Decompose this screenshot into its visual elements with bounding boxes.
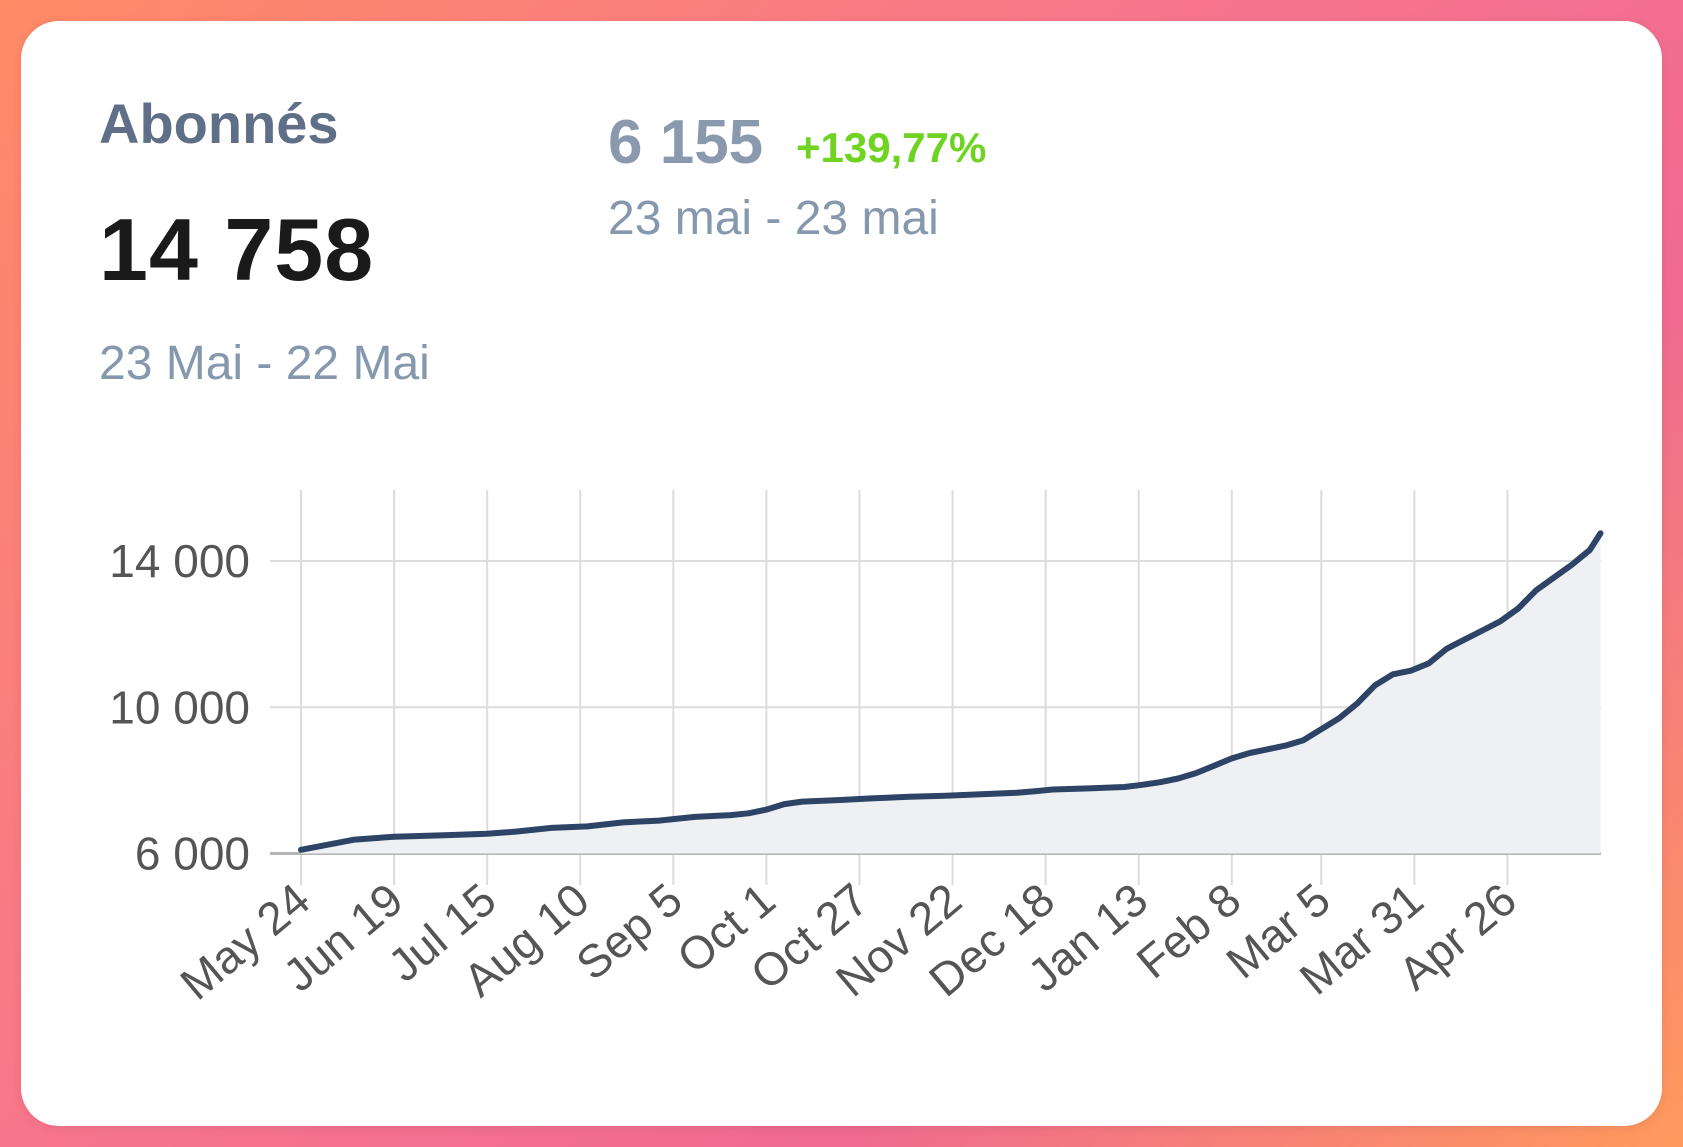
total-subscribers: 14 758 — [99, 200, 375, 299]
y-tick-label: 6 000 — [135, 828, 250, 880]
y-tick-label: 14 000 — [109, 535, 250, 587]
card-title: Abonnés — [99, 92, 339, 155]
line-layer — [298, 530, 1604, 853]
delta-percentage: +139,77% — [796, 124, 987, 171]
series-line — [298, 530, 1604, 853]
x-tick-label: Feb 8 — [1127, 873, 1251, 988]
y-axis-ticks: 6 000 10 000 14 000 — [109, 535, 250, 880]
y-tick-label: 10 000 — [109, 681, 250, 733]
subscriber-delta: 6 155 — [608, 108, 764, 177]
area-layer — [301, 533, 1601, 854]
x-tick-label: Sep 5 — [566, 873, 692, 990]
subscribers-card: Abonnés 14 758 23 Mai - 22 Mai 6 155 +13… — [21, 21, 1662, 1126]
total-date-range: 23 Mai - 22 Mai — [99, 337, 430, 390]
delta-date-range: 23 mai - 23 mai — [608, 192, 939, 245]
series-area — [301, 533, 1601, 854]
